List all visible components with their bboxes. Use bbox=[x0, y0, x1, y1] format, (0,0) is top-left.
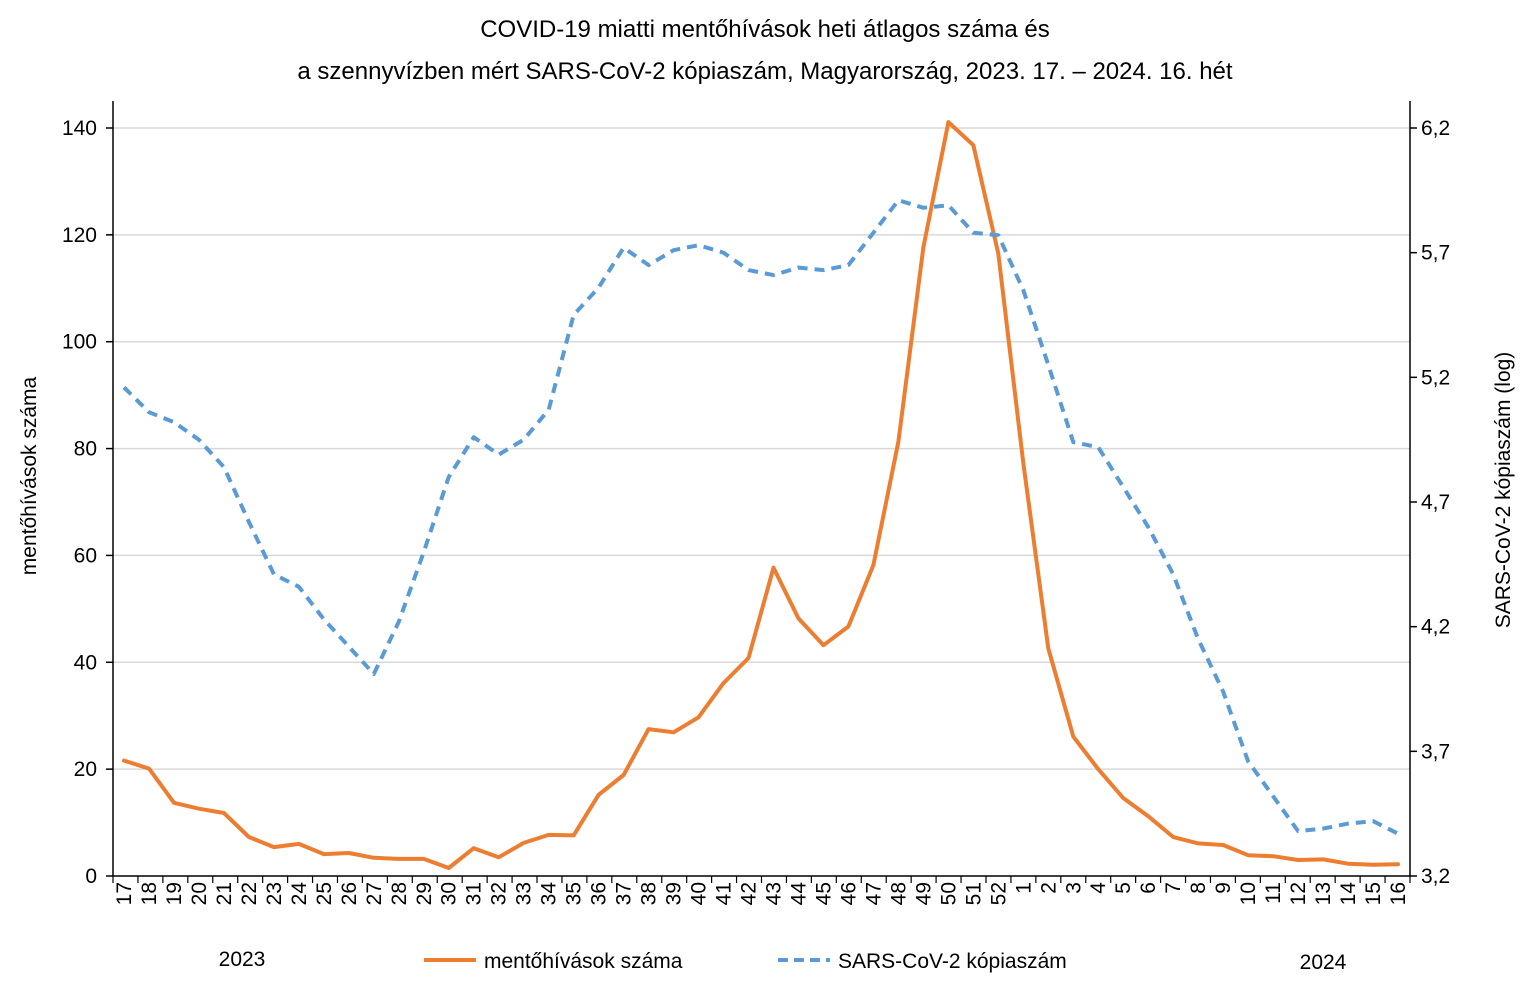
x-tick-label: 30 bbox=[438, 882, 461, 905]
right-y-tick-labels: 3,2 3,7 4,2 4,7 5,2 5,7 6,2 bbox=[1421, 117, 1450, 888]
x-tick-label: 37 bbox=[613, 882, 636, 905]
x-tick-label: 14 bbox=[1337, 882, 1360, 906]
x-tick-label: 26 bbox=[338, 882, 361, 905]
x-tick-label: 1 bbox=[1012, 882, 1035, 894]
x-tick-label: 39 bbox=[663, 882, 686, 905]
x-tick-label: 41 bbox=[713, 882, 736, 905]
sars-cov-2-series-line bbox=[122, 198, 1399, 836]
x-tick-label: 34 bbox=[538, 882, 561, 906]
x-tick-label: 32 bbox=[488, 882, 511, 905]
left-y-tick-label: 40 bbox=[74, 651, 97, 674]
x-tick-label: 16 bbox=[1387, 882, 1410, 905]
x-tick-label: 48 bbox=[887, 882, 910, 905]
x-tick-label: 4 bbox=[1087, 882, 1110, 894]
x-tick-label: 44 bbox=[787, 882, 810, 906]
legend-label-sars: SARS-CoV-2 kópiaszám bbox=[838, 950, 1067, 973]
x-tick-label: 33 bbox=[513, 882, 536, 905]
left-y-tick-label: 80 bbox=[74, 438, 97, 461]
left-y-tick-label: 0 bbox=[85, 865, 97, 888]
x-tick-label: 28 bbox=[388, 882, 411, 905]
x-tick-labels: 17 18 19 20 21 22 23 24 25 26 27 28 29 30 31 32 33 34 35 36… bbox=[113, 882, 1410, 906]
right-y-tick-label: 3,7 bbox=[1421, 740, 1450, 763]
chart-title-line-1: COVID-19 miatti mentőhívások heti átlago… bbox=[480, 16, 1050, 43]
left-axis-title: mentőhívások száma bbox=[18, 376, 41, 575]
x-tick-label: 42 bbox=[738, 882, 761, 905]
x-tick-label: 51 bbox=[962, 882, 985, 905]
x-tick-label: 22 bbox=[238, 882, 261, 905]
x-tick-label: 29 bbox=[413, 882, 436, 905]
x-tick-label: 49 bbox=[912, 882, 935, 905]
left-y-tick-label: 120 bbox=[62, 224, 97, 247]
axes bbox=[112, 101, 1411, 877]
chart-title-line-2: a szennyvízben mért SARS-CoV-2 kópiaszám… bbox=[297, 58, 1233, 85]
x-tick-label: 27 bbox=[363, 882, 386, 905]
x-tick-label: 24 bbox=[288, 882, 311, 906]
x-tick-label: 52 bbox=[987, 882, 1010, 905]
ambulance-calls-series-line bbox=[122, 120, 1400, 870]
year-label-2023: 2023 bbox=[219, 948, 266, 971]
x-tick-label: 47 bbox=[862, 882, 885, 905]
legend-label-ambulance: mentőhívások száma bbox=[484, 950, 683, 973]
x-tick-label: 50 bbox=[937, 882, 960, 905]
x-tick-label: 38 bbox=[638, 882, 661, 905]
x-tick-label: 9 bbox=[1212, 882, 1235, 894]
x-tick-label: 13 bbox=[1312, 882, 1335, 905]
left-y-tick-label: 100 bbox=[62, 331, 97, 354]
right-y-tick-label: 4,7 bbox=[1421, 491, 1450, 514]
x-tick-label: 2 bbox=[1037, 882, 1060, 894]
right-y-tick-label: 6,2 bbox=[1421, 117, 1450, 140]
x-tick-label: 6 bbox=[1137, 882, 1160, 894]
grid-lines bbox=[113, 127, 1410, 770]
x-tick-label: 8 bbox=[1187, 882, 1210, 894]
x-tick-label: 46 bbox=[837, 882, 860, 905]
left-y-tick-label: 60 bbox=[74, 544, 97, 567]
right-y-tick-label: 5,7 bbox=[1421, 242, 1450, 265]
x-tick-label: 25 bbox=[313, 882, 336, 905]
x-tick-label: 5 bbox=[1112, 882, 1135, 894]
left-y-tick-label: 140 bbox=[62, 117, 97, 140]
left-y-tick-label: 20 bbox=[74, 758, 97, 781]
x-tick-label: 18 bbox=[138, 882, 161, 905]
x-tick-label: 36 bbox=[588, 882, 611, 905]
x-tick-label: 21 bbox=[213, 882, 236, 905]
x-tick-label: 43 bbox=[762, 882, 785, 905]
x-tick-label: 23 bbox=[263, 882, 286, 905]
right-y-tick-label: 3,2 bbox=[1421, 865, 1450, 888]
x-tick-label: 17 bbox=[113, 882, 136, 905]
series-lines bbox=[122, 120, 1400, 870]
right-y-tick-label: 4,2 bbox=[1421, 616, 1450, 639]
x-tick-label: 19 bbox=[163, 882, 186, 905]
x-tick-label: 3 bbox=[1062, 882, 1085, 894]
right-axis-title: SARS-CoV-2 kópiaszám (log) bbox=[1492, 352, 1515, 629]
x-tick-label: 40 bbox=[688, 882, 711, 905]
x-tick-label: 11 bbox=[1262, 882, 1285, 904]
x-tick-label: 15 bbox=[1362, 882, 1385, 905]
x-tick-label: 7 bbox=[1162, 882, 1185, 894]
legend: mentőhívások száma SARS-CoV-2 kópiaszám bbox=[424, 950, 1067, 973]
x-tick-label: 31 bbox=[463, 882, 486, 905]
x-tick-label: 35 bbox=[563, 882, 586, 905]
tick-marks bbox=[106, 127, 1417, 883]
left-y-tick-labels: 0 20 40 60 80 100 120 140 bbox=[62, 117, 97, 888]
year-label-2024: 2024 bbox=[1300, 951, 1347, 974]
x-tick-label: 45 bbox=[812, 882, 835, 905]
x-tick-label: 20 bbox=[188, 882, 211, 905]
right-y-tick-label: 5,2 bbox=[1421, 366, 1450, 389]
x-tick-label: 10 bbox=[1237, 882, 1260, 905]
x-tick-label: 12 bbox=[1287, 882, 1310, 905]
